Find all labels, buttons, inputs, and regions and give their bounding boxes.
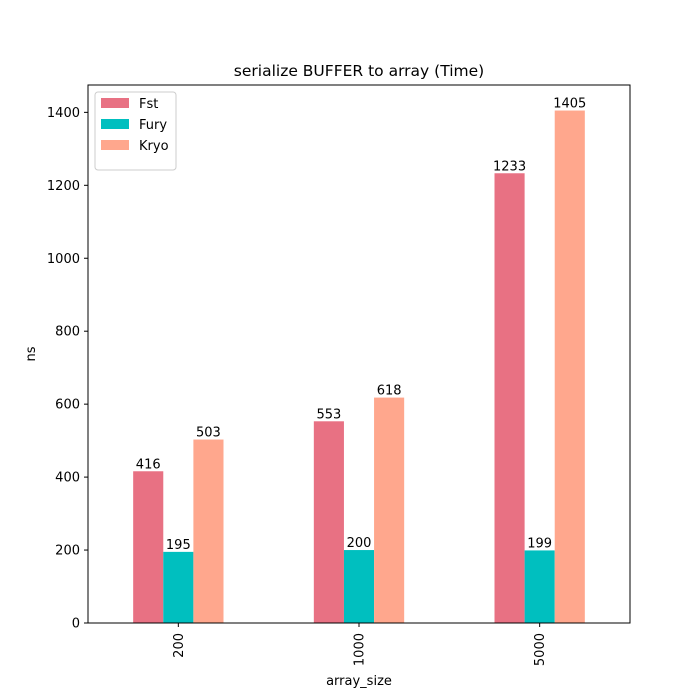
data-label: 503 — [196, 426, 221, 441]
data-label: 618 — [377, 384, 402, 399]
bar-fst-200 — [133, 471, 164, 623]
x-tick-label: 200 — [172, 633, 187, 658]
chart-title: serialize BUFFER to array (Time) — [234, 62, 484, 80]
data-label: 553 — [316, 407, 341, 422]
bar-fst-1000 — [313, 421, 344, 623]
y-tick-label: 0 — [72, 617, 80, 632]
y-tick-label: 400 — [55, 471, 80, 486]
bar-kryo-5000 — [554, 110, 585, 623]
legend-label-kryo: Kryo — [139, 139, 169, 154]
y-tick-label: 800 — [55, 325, 80, 340]
legend-label-fury: Fury — [139, 118, 167, 133]
data-label: 195 — [166, 538, 191, 553]
data-label: 416 — [136, 457, 161, 472]
x-axis-title: array_size — [326, 674, 392, 689]
data-label: 199 — [527, 536, 552, 551]
x-tick-label: 1000 — [353, 633, 368, 666]
data-label: 1405 — [553, 97, 586, 112]
legend: Fst Fury Kryo — [94, 91, 177, 171]
plot-frame — [87, 84, 631, 624]
bar-kryo-1000 — [374, 397, 405, 623]
legend-swatch-fst — [101, 98, 129, 108]
x-tick-label: 5000 — [533, 633, 548, 666]
data-label: 200 — [347, 536, 372, 551]
legend-swatch-fury — [101, 119, 129, 129]
y-axis-title: ns — [24, 346, 39, 361]
y-tick-label: 200 — [55, 544, 80, 559]
y-tick-label: 1400 — [47, 106, 80, 121]
legend-box — [94, 91, 177, 171]
bar-fury-5000 — [524, 550, 555, 623]
legend-swatch-kryo — [101, 140, 129, 150]
legend-label-fst: Fst — [139, 97, 158, 112]
y-tick-label: 1000 — [47, 252, 80, 267]
bar-fury-1000 — [343, 550, 375, 623]
data-label: 1233 — [493, 159, 526, 174]
bar-kryo-200 — [193, 439, 224, 623]
y-tick-label: 600 — [55, 398, 80, 413]
y-tick-label: 1200 — [47, 179, 80, 194]
bar-fury-200 — [163, 551, 194, 623]
bar-fst-5000 — [494, 173, 525, 623]
plot-area: 0 200 400 600 800 1000 1200 1400 200 416 195 503 100… — [47, 97, 586, 667]
